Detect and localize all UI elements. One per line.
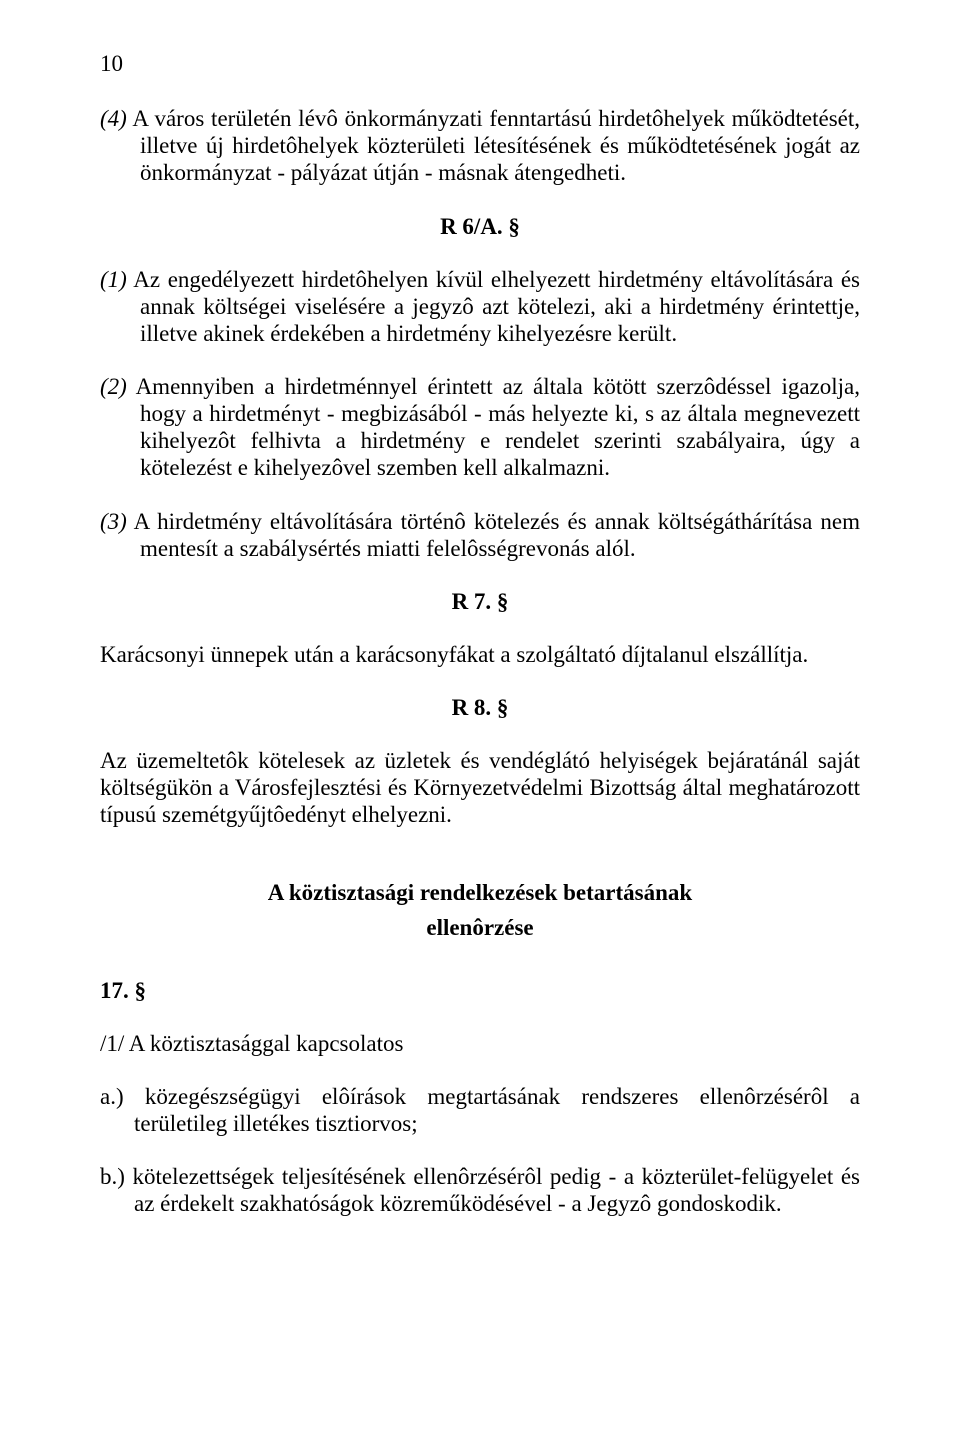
- para-text: Az engedélyezett hirdetôhelyen kívül elh…: [127, 267, 860, 346]
- para-text: A város területén lévô önkormányzati fen…: [127, 106, 860, 185]
- r8-text: Az üzemeltetôk kötelesek az üzletek és v…: [100, 747, 860, 828]
- heading-r7: R 7. §: [100, 588, 860, 615]
- list-item-b: b.) kötelezettségek teljesítésének ellen…: [100, 1163, 860, 1217]
- para-text: A hirdetmény eltávolítására történô köte…: [127, 509, 860, 561]
- section-title: A köztisztasági rendelkezések betartásán…: [100, 879, 860, 906]
- para-text: Amennyiben a hirdetménnyel érintett az á…: [127, 374, 860, 480]
- section-17: 17. §: [100, 977, 860, 1004]
- para-marker: (4): [100, 106, 127, 131]
- paragraph-1: (1) Az engedélyezett hirdetôhelyen kívül…: [100, 266, 860, 347]
- paragraph-4: (4) A város területén lévô önkormányzati…: [100, 105, 860, 186]
- section-17-sub: /1/ A köztisztasággal kapcsolatos: [100, 1030, 860, 1057]
- para-marker: (2): [100, 374, 127, 399]
- para-marker: (1): [100, 267, 127, 292]
- page-number: 10: [100, 50, 860, 77]
- para-marker: (3): [100, 509, 127, 534]
- section-subtitle: ellenôrzése: [100, 914, 860, 941]
- heading-r8: R 8. §: [100, 694, 860, 721]
- r7-text: Karácsonyi ünnepek után a karácsonyfákat…: [100, 641, 860, 668]
- paragraph-3: (3) A hirdetmény eltávolítására történô …: [100, 508, 860, 562]
- list-item-a: a.) közegészségügyi elôírások megtartásá…: [100, 1083, 860, 1137]
- document-page: 10 (4) A város területén lévô önkormányz…: [0, 0, 960, 1452]
- heading-r6a: R 6/A. §: [100, 213, 860, 240]
- paragraph-2: (2) Amennyiben a hirdetménnyel érintett …: [100, 373, 860, 482]
